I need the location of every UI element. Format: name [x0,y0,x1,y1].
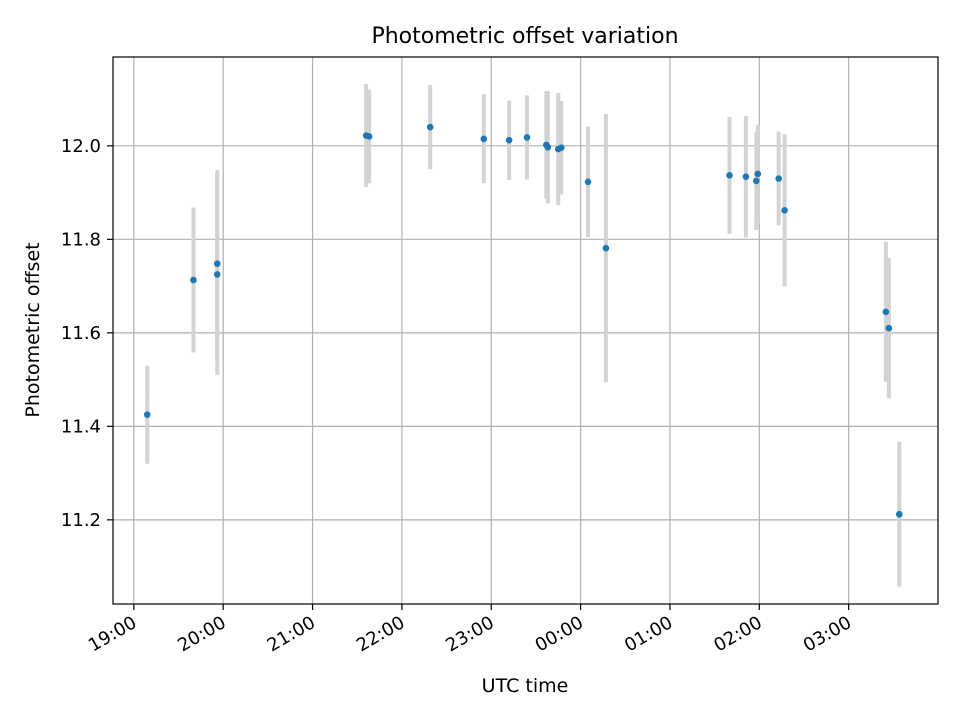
data-point [523,134,531,141]
x-tick-label: 02:00 [710,612,765,656]
chart-title: Photometric offset variation [371,24,678,49]
data-point [753,177,760,185]
x-axis-label: UTC time [482,675,569,697]
x-tick-label: 03:00 [800,612,855,656]
data-point [213,271,221,278]
data-point [544,143,552,151]
data-point [143,411,151,418]
x-tick-label: 19:00 [85,612,140,656]
x-axis-ticks: 19:00 20:00 21:00 22:00 23:00 00:00 01:00 02:00… [85,604,855,656]
plot-frame [112,56,939,605]
y-axis-ticks: 11.2 11.4 11.6 11.8 12.0 [61,136,113,531]
error-bars [145,84,902,587]
data-point [885,324,893,332]
y-tick-label: 11.2 [61,510,101,531]
data-point [882,308,890,316]
x-tick-label: 01:00 [621,612,676,656]
data-point [426,123,434,131]
x-tick-label: 20:00 [174,612,229,656]
x-tick-label: 22:00 [353,612,408,656]
x-tick-label: 23:00 [442,612,497,656]
data-point [584,178,592,186]
data-point [754,170,762,178]
y-axis-label: Photometric offset [22,242,44,417]
data-point [213,260,221,267]
data-point [726,171,733,179]
data-points [143,123,903,518]
data-point [480,135,488,143]
data-point [781,207,788,214]
x-tick-label: 00:00 [532,612,587,656]
data-point [365,133,373,140]
x-tick-label: 21:00 [264,612,319,656]
data-point [895,510,903,518]
y-tick-label: 11.8 [61,229,101,250]
y-tick-label: 11.4 [61,416,101,437]
data-point [775,175,782,182]
data-point [505,136,513,144]
y-tick-label: 12.0 [61,136,101,157]
data-point [557,144,565,151]
y-tick-label: 11.6 [61,323,101,344]
data-point [190,276,197,284]
data-point [742,173,750,180]
data-point [602,244,610,252]
